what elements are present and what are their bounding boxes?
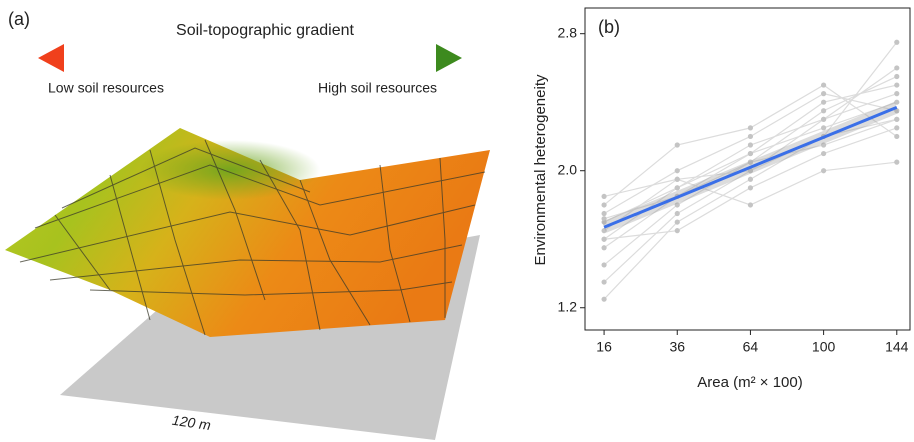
site-point (821, 116, 827, 122)
site-point (747, 133, 754, 140)
site-point (821, 108, 827, 114)
site-point (601, 236, 607, 242)
site-point (821, 150, 827, 157)
site-point (747, 125, 754, 131)
site-point (821, 99, 827, 105)
site-point (674, 185, 680, 191)
high-label: High soil resources (318, 80, 437, 96)
site-point (894, 39, 900, 45)
x-tick-label: 16 (596, 339, 612, 355)
site-point (601, 262, 607, 268)
site-point (894, 73, 900, 80)
site-point (894, 82, 900, 88)
site-point (894, 133, 900, 140)
site-point (674, 210, 680, 217)
site-point (821, 142, 827, 148)
site-point (601, 296, 607, 302)
site-point (601, 210, 607, 217)
site-point (894, 116, 900, 122)
panel-a: (a) Soil-topographic gradient Low soil r… (5, 9, 490, 440)
site-point (821, 82, 827, 88)
panel-label: (b) (598, 17, 620, 37)
site-point (601, 279, 607, 285)
site-point (894, 99, 900, 105)
scale-label: 120 m (171, 412, 212, 433)
site-point (674, 228, 680, 234)
site-point (601, 245, 607, 251)
site-point (601, 216, 607, 222)
plot-frame (584, 7, 911, 331)
site-point (674, 176, 680, 182)
site-point (747, 202, 754, 208)
site-point (601, 193, 607, 200)
panel-b: (b) Environmental heterogeneity Area (m²… (532, 7, 911, 391)
arrow-head-left (38, 44, 64, 72)
site-point (674, 168, 680, 174)
site-point (821, 125, 827, 131)
site-point (747, 176, 754, 182)
terrain-surface (5, 128, 490, 337)
x-tick-label: 64 (743, 339, 759, 355)
y-axis-label: Environmental heterogeneity (532, 74, 549, 265)
terrain-grid (19, 139, 486, 336)
site-point (894, 65, 900, 71)
panel-label: (a) (8, 9, 30, 29)
terrain-highlight (140, 140, 320, 200)
site-point (601, 228, 607, 234)
site-point (821, 168, 827, 174)
site-point (894, 125, 900, 131)
gradient-title: Soil-topographic gradient (176, 22, 354, 39)
site-point (821, 91, 827, 97)
y-tick-label: 1.2 (558, 298, 578, 314)
y-tick-label: 2.0 (558, 161, 578, 177)
site-point (674, 202, 680, 208)
y-tick-label: 2.8 (558, 24, 578, 40)
arrow-head-right (436, 44, 462, 72)
x-tick-label: 36 (669, 339, 685, 355)
site-point (747, 159, 754, 165)
site-point (747, 150, 754, 157)
site-point (747, 185, 754, 191)
site-point (674, 219, 680, 225)
site-point (674, 142, 680, 148)
fit-line (603, 105, 898, 229)
site-point (747, 142, 754, 148)
low-label: Low soil resources (48, 80, 164, 96)
site-point (601, 202, 607, 208)
x-axis-label: Area (m² × 100) (697, 374, 802, 391)
x-tick-label: 144 (885, 339, 909, 355)
site-point (894, 91, 900, 97)
site-point (894, 159, 900, 165)
x-tick-label: 100 (812, 339, 836, 355)
